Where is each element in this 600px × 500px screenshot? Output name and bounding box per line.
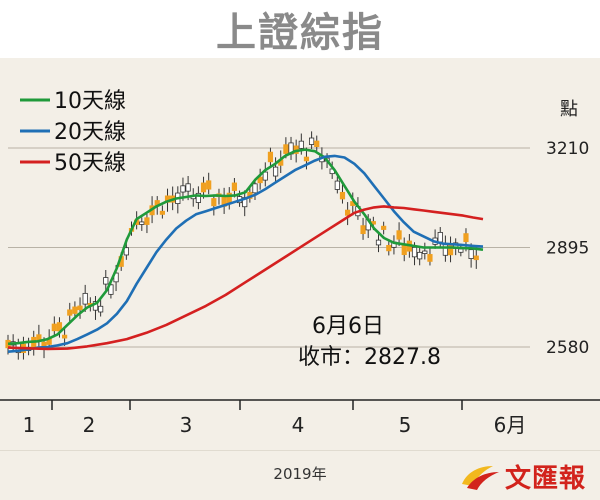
candle-body	[309, 137, 315, 145]
candle-body	[139, 221, 145, 225]
candle-body	[51, 323, 57, 332]
candle-body	[360, 225, 366, 235]
candle-body	[200, 182, 207, 193]
candle-body	[72, 306, 78, 314]
candle-body	[334, 180, 340, 190]
series-line-2	[7, 154, 484, 353]
x-tick-label: 3	[180, 413, 193, 437]
candle-body	[180, 185, 186, 193]
candle-body	[252, 183, 258, 194]
candle-body	[77, 305, 83, 311]
legend-label: 20天線	[54, 120, 126, 145]
candle-body	[67, 309, 73, 316]
candle-body	[345, 209, 351, 216]
candle-body	[257, 176, 263, 184]
candle-body	[401, 244, 407, 256]
candle-body	[144, 217, 150, 225]
chart-title-bar: 上證綜指	[0, 0, 600, 58]
candle-body	[427, 254, 433, 262]
series-line-1	[7, 148, 484, 346]
brand-logo: 文匯報	[459, 459, 586, 494]
candle-body	[437, 232, 443, 243]
brand-emblem-icon	[461, 466, 499, 490]
candle-body	[267, 151, 274, 163]
candle-body	[231, 182, 238, 191]
candle-body	[314, 140, 320, 148]
candle-body	[396, 230, 402, 240]
y-tick-label: 3210	[546, 139, 589, 159]
candle-body	[303, 156, 310, 162]
y-tick-label: 2580	[546, 338, 589, 358]
candle-body	[283, 144, 289, 154]
candle-body	[272, 166, 279, 177]
candle-body	[108, 284, 114, 295]
candle-body	[211, 198, 217, 207]
candle-body	[159, 210, 165, 215]
candle-body	[206, 180, 212, 190]
y-unit-label: 點	[560, 99, 578, 120]
x-tick-label: 5	[399, 413, 412, 437]
candle-body	[411, 247, 418, 258]
candle-body	[123, 247, 129, 256]
legend-label: 50天線	[54, 151, 126, 176]
candle-body	[62, 334, 68, 339]
candle-body	[36, 334, 42, 341]
annotation-date: 6月6日	[312, 314, 384, 339]
candle-body	[463, 233, 469, 243]
x-tick-label: 6月	[494, 413, 527, 437]
x-tick-label: 1	[23, 413, 36, 437]
chart-svg: 3210 2895 2580 點 1 2 3 4 5 6月 10天線 20天線 50天線 6月6日收市：2…	[0, 89, 600, 437]
candle-body	[422, 250, 428, 254]
chart-title: 上證綜指	[216, 10, 384, 56]
candle-body	[82, 292, 88, 305]
year-label: 2019年	[273, 465, 327, 483]
candle-body	[468, 249, 474, 259]
series-line-3	[7, 205, 484, 351]
x-tick-label: 4	[292, 413, 305, 437]
candle-body	[185, 183, 191, 192]
y-tick-label: 2895	[546, 239, 589, 259]
candle-body	[386, 244, 392, 252]
candle-body	[339, 191, 346, 200]
legend-label: 10天線	[54, 89, 126, 114]
candle-body	[195, 192, 201, 203]
candle-body	[381, 225, 387, 230]
chart-area: 3210 2895 2580 點 1 2 3 4 5 6月 10天線 20天線 50天線 6月6日收市：2…	[0, 58, 600, 450]
annotation-close: 收市：2827.8	[298, 345, 441, 370]
candle-body	[473, 255, 479, 261]
candle-body	[103, 277, 109, 285]
candle-body	[375, 239, 382, 246]
candle-body	[458, 248, 464, 253]
candle-body	[98, 305, 104, 313]
candle-body	[298, 140, 304, 149]
brand-name: 文匯報	[504, 463, 586, 494]
footer-bar: 2019年 文匯報	[0, 450, 600, 500]
candle-body	[417, 251, 423, 260]
candle-body	[262, 171, 268, 181]
x-tick-label: 2	[83, 413, 96, 437]
